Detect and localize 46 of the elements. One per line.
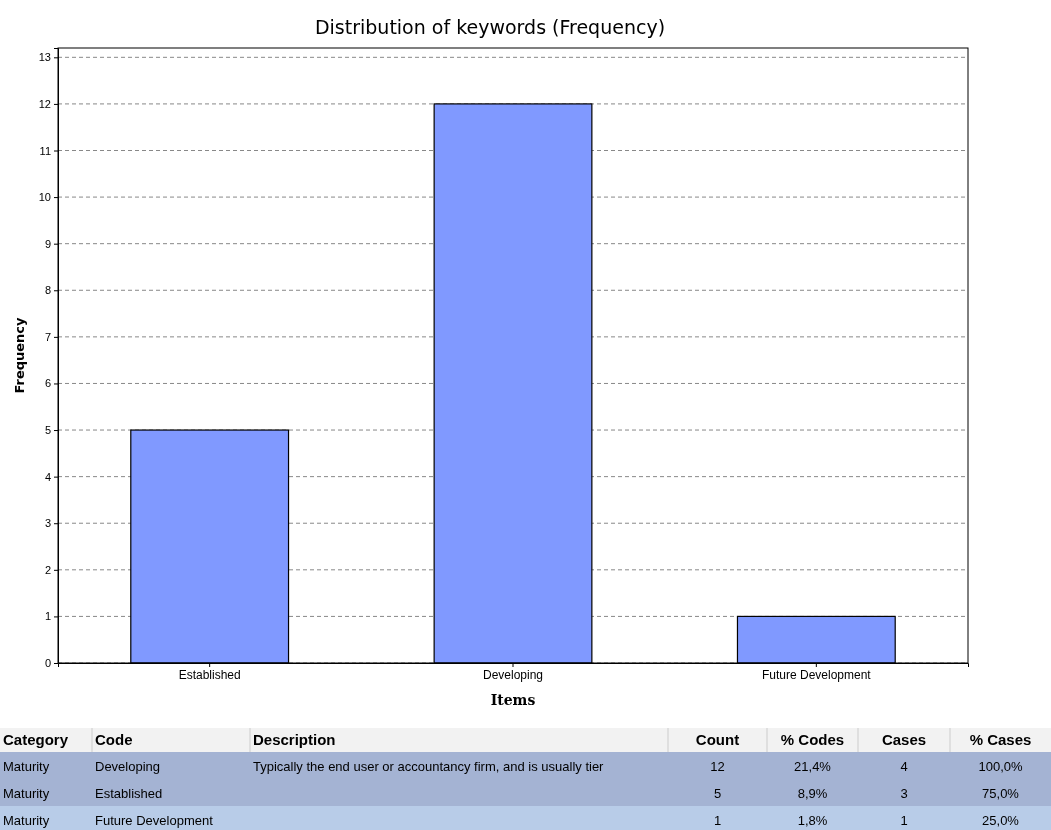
text: Developing <box>95 758 161 774</box>
x-tick-label: Developing <box>482 667 544 682</box>
y-tick-label: 2 <box>44 563 51 576</box>
y-tick-label: 7 <box>44 330 51 343</box>
y-tick-label: 9 <box>44 237 51 250</box>
text: Count <box>695 731 740 748</box>
y-axis-title: Frequency <box>12 316 27 394</box>
y-tick-label: 1 <box>44 610 51 623</box>
y-tick-label: 13 <box>38 51 51 64</box>
y-tick-label: 0 <box>44 657 51 670</box>
text: 21,4% <box>794 758 832 774</box>
y-tick-label: 5 <box>44 424 51 437</box>
text: 75,0% <box>982 785 1020 801</box>
text: Description <box>253 731 336 748</box>
text: Established <box>95 785 163 801</box>
y-tick-label: 3 <box>44 517 51 530</box>
text: 1 <box>713 812 722 828</box>
x-tick-label: Future Development <box>761 667 872 682</box>
text: 5 <box>713 785 722 801</box>
text: 25,0% <box>982 812 1020 828</box>
y-tick-label: 10 <box>38 191 51 204</box>
text: 3 <box>900 785 908 801</box>
text: Maturity <box>3 785 50 801</box>
x-tick-label: Established <box>178 667 241 682</box>
y-tick-label: 4 <box>44 470 51 483</box>
x-axis-title: Items <box>490 692 536 708</box>
y-tick-label: 11 <box>39 144 51 157</box>
text: Maturity <box>3 812 50 828</box>
text: Cases <box>881 731 927 748</box>
text: Typically the end user or accountancy firm, and is usually tier <box>253 758 605 774</box>
text: 1 <box>900 812 908 828</box>
text: 8,9% <box>797 785 828 801</box>
text: Maturity <box>3 758 50 774</box>
text: % Codes <box>780 731 845 748</box>
y-tick-label: 8 <box>44 284 51 297</box>
text: Future Development <box>95 812 214 828</box>
text: Code <box>95 731 133 748</box>
text: 1,8% <box>797 812 828 828</box>
y-tick-label: 6 <box>44 377 51 390</box>
text: 100,0% <box>978 758 1023 774</box>
text: % Cases <box>969 731 1032 748</box>
chart-title: Distribution of keywords (Frequency) <box>314 16 666 38</box>
text: 4 <box>900 758 908 774</box>
text: 12 <box>710 758 725 774</box>
y-tick-label: 12 <box>38 97 51 110</box>
text: Category <box>3 731 69 748</box>
